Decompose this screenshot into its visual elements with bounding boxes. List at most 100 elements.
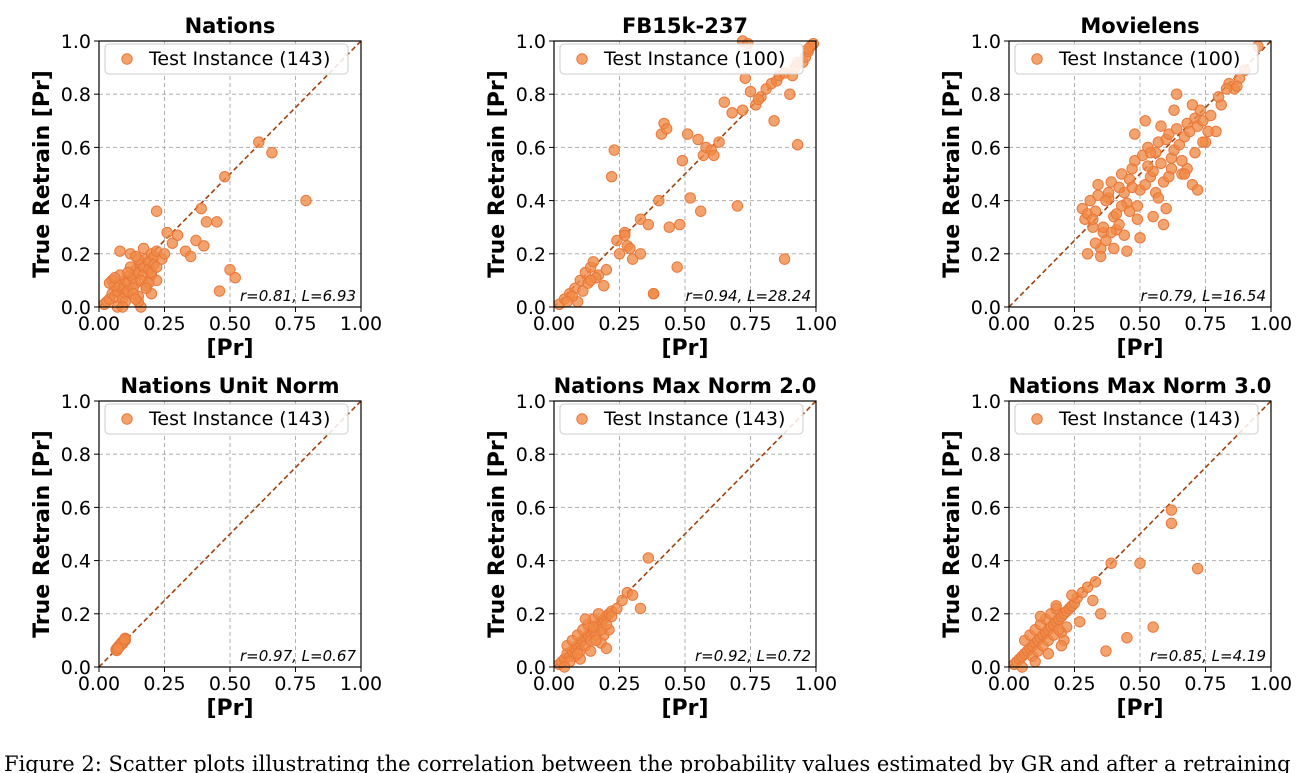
data-point <box>1100 645 1112 657</box>
data-point <box>611 602 623 615</box>
data-point <box>681 128 694 140</box>
data-point <box>1055 640 1068 652</box>
data-point <box>1097 221 1110 233</box>
y-tick-label: 0.6 <box>61 137 91 159</box>
data-point <box>605 170 618 183</box>
data-point <box>1074 616 1086 628</box>
chart-panel-5: 0.00 0.25 0.50 0.75 1.00 0.0 0.2 0.4 0.6 0.8 1.0 Na… <box>485 374 837 721</box>
x-tick-label: 0.50 <box>664 313 706 335</box>
data-point <box>1139 178 1151 191</box>
diagonal-reference-line <box>553 400 817 668</box>
data-point <box>708 149 720 162</box>
y-tick-label: 0.4 <box>516 551 546 573</box>
x-tick-label: 0.25 <box>598 313 640 335</box>
x-tick-label: 0.50 <box>664 673 706 695</box>
data-point <box>1034 610 1047 623</box>
data-point <box>598 280 610 292</box>
data-point <box>211 216 223 228</box>
data-point <box>653 194 665 207</box>
figure-grid: 0.00 0.25 0.50 0.75 1.00 0.0 0.2 0.4 0.6 0.8 1.0 Na… <box>30 14 1292 721</box>
x-tick-label: 0.50 <box>209 313 251 335</box>
data-point <box>1126 181 1138 194</box>
data-point <box>676 155 689 167</box>
data-point <box>1087 594 1099 607</box>
data-point <box>1081 581 1094 593</box>
data-point <box>140 282 152 295</box>
data-point <box>619 229 631 241</box>
data-point <box>1118 186 1130 199</box>
data-point <box>219 170 231 183</box>
data-point <box>1115 168 1128 180</box>
data-point <box>1212 91 1225 103</box>
x-axis-label: [Pr] <box>1116 336 1163 361</box>
chart-panel-2: 0.00 0.25 0.50 0.75 1.00 0.0 0.2 0.4 0.6 0.8 1.0 FB… <box>485 14 837 361</box>
data-point <box>1186 99 1199 111</box>
data-point <box>195 202 207 215</box>
x-axis-label: [Pr] <box>661 696 708 721</box>
y-tick-label: 1.0 <box>516 391 546 413</box>
stats-annotation: r=0.81, L=6.93 <box>240 287 356 305</box>
y-tick-label: 1.0 <box>61 31 91 53</box>
chart-panel-3: 0.00 0.25 0.50 0.75 1.00 0.0 0.2 0.4 0.6 0.8 1.0 Mo… <box>940 14 1292 361</box>
data-point <box>1134 232 1146 244</box>
data-point <box>579 613 592 625</box>
y-tick-label: 0.6 <box>61 497 91 519</box>
legend-marker <box>1031 413 1043 425</box>
data-point <box>642 218 655 231</box>
data-point <box>587 256 599 268</box>
data-point <box>1042 648 1055 660</box>
stats-annotation: r=0.79, L=16.54 <box>1140 287 1266 305</box>
data-point <box>778 253 791 265</box>
data-point <box>1100 234 1112 247</box>
chart-panel-4: 0.00 0.25 0.50 0.75 1.00 0.0 0.2 0.4 0.6 0.8 1.0 Na… <box>30 374 382 721</box>
legend-box <box>1014 43 1259 75</box>
data-point <box>1129 128 1141 140</box>
data-point <box>1194 104 1206 116</box>
y-axis-label: True Retrain [Pr] <box>30 430 55 638</box>
y-tick-label: 1.0 <box>61 391 91 413</box>
diagonal-reference-line <box>1008 40 1272 308</box>
legend: Test Instance (143) <box>104 403 349 435</box>
data-point <box>1189 147 1201 159</box>
data-point <box>791 139 804 151</box>
data-point <box>1157 218 1170 231</box>
data-point <box>137 242 150 255</box>
data-point <box>1029 655 1041 668</box>
data-point <box>684 192 696 204</box>
data-point <box>739 72 751 84</box>
data-point <box>587 621 599 633</box>
data-point <box>1170 123 1183 135</box>
data-point <box>1202 125 1214 138</box>
chart-panel-1: 0.00 0.25 0.50 0.75 1.00 0.0 0.2 0.4 0.6 0.8 1.0 Na… <box>30 14 382 361</box>
y-tick-label: 0.4 <box>516 191 546 213</box>
data-point <box>1139 115 1151 127</box>
data-point <box>1220 83 1233 95</box>
y-tick-label: 0.0 <box>971 297 1001 319</box>
data-point <box>224 264 236 276</box>
data-point <box>1144 147 1157 159</box>
legend-box <box>559 403 804 435</box>
data-point <box>1113 218 1125 231</box>
data-point <box>600 618 613 631</box>
x-tick-label: 1.00 <box>795 313 837 335</box>
stats-annotation: r=0.92, L=0.72 <box>695 647 811 665</box>
y-tick-label: 0.6 <box>516 497 546 519</box>
data-point <box>663 221 675 233</box>
y-tick-label: 1.0 <box>516 31 546 53</box>
y-tick-label: 0.2 <box>971 604 1001 626</box>
x-tick-label: 1.00 <box>1250 313 1292 335</box>
x-tick-label: 0.00 <box>988 313 1030 335</box>
data-point <box>1105 557 1117 569</box>
chart-title: Nations Max Norm 3.0 <box>1009 374 1272 398</box>
y-tick-label: 0.6 <box>516 137 546 159</box>
data-point <box>1105 226 1117 239</box>
x-tick-label: 0.00 <box>78 313 120 335</box>
data-point <box>736 104 749 116</box>
data-point <box>1105 176 1117 188</box>
data-point <box>1231 80 1243 92</box>
data-point <box>1173 139 1186 151</box>
y-axis-label: True Retrain [Pr] <box>485 70 510 278</box>
data-point <box>674 218 686 231</box>
y-axis-label: True Retrain [Pr] <box>940 430 965 638</box>
legend: Test Instance (143) <box>559 403 804 435</box>
